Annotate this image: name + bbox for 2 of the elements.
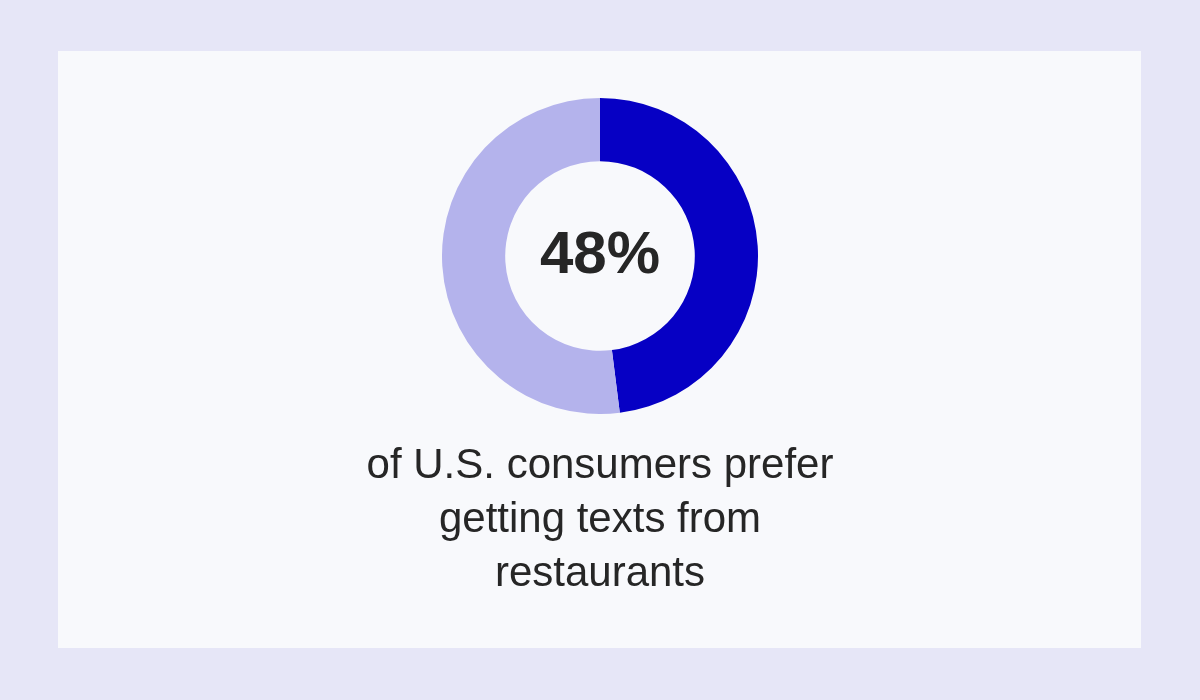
data-label: 48% — [539, 218, 661, 286]
text: of U.S. consumers prefer getting texts from restaurants — [365, 439, 835, 597]
